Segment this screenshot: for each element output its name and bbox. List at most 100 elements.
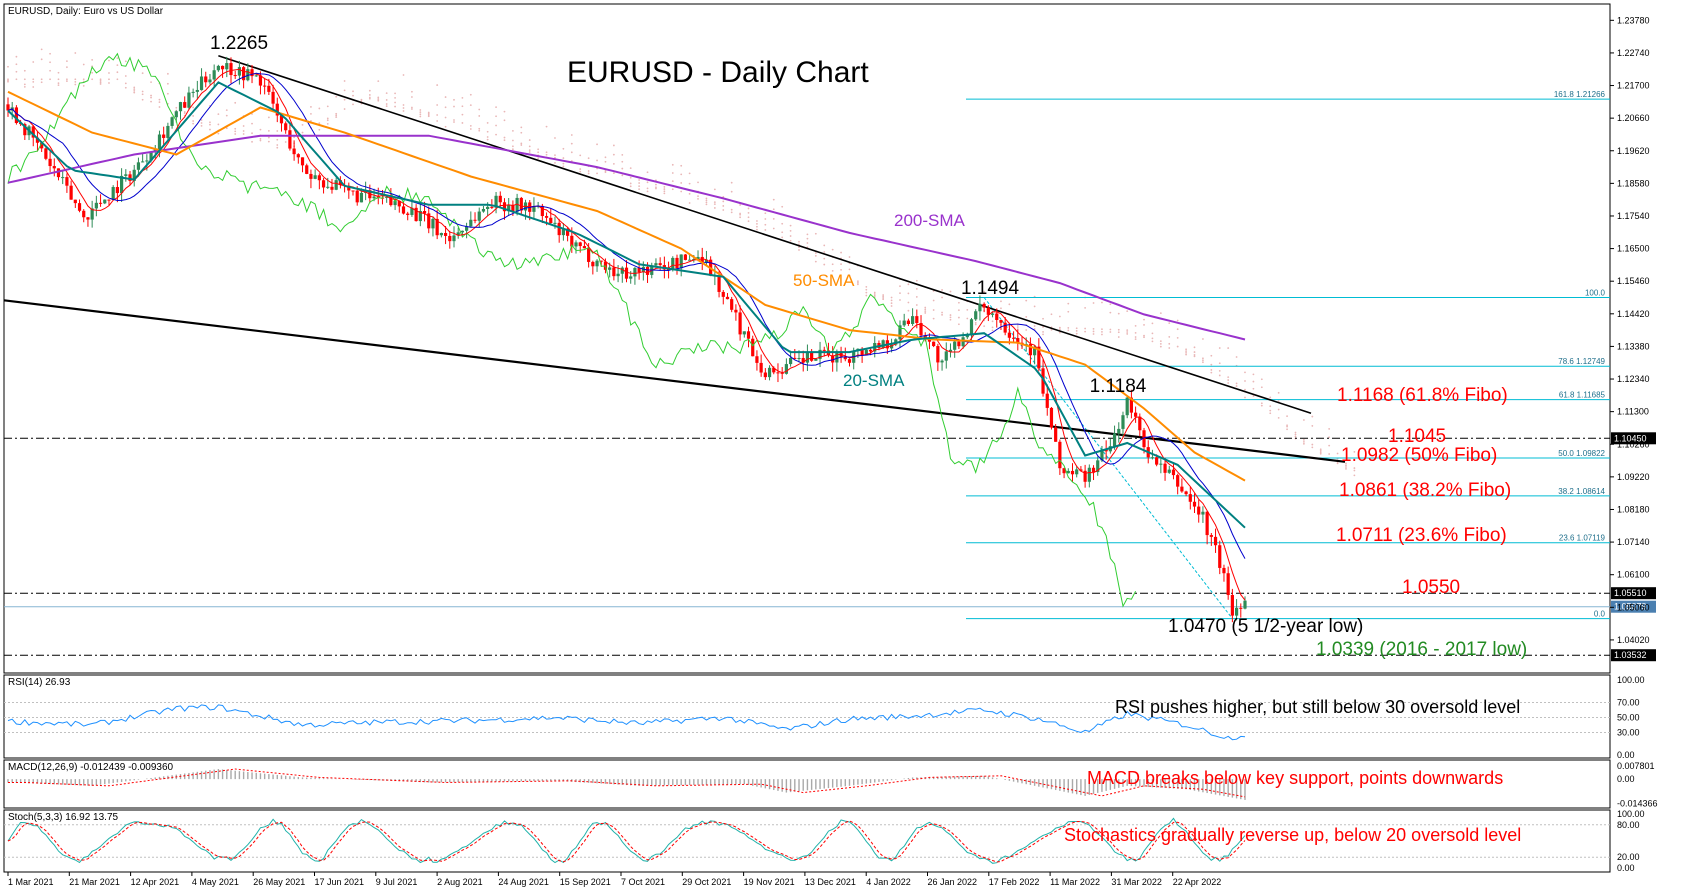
candle-body [111,187,115,200]
candle-body [334,180,338,190]
cloud-dot [974,323,977,326]
stoch-signal-line [7,820,1246,863]
cloud-dot [1025,329,1028,331]
cloud-dot [209,128,211,131]
cloud-dot [1260,402,1263,405]
cloud-dot [528,149,531,152]
candle-body [793,357,797,359]
cloud-dot [655,187,657,190]
candle-body [1180,486,1184,492]
time-tick-label: 15 Sep 2021 [560,877,611,887]
candle-body [65,177,69,186]
candle-body [881,340,885,348]
fibo-236-annotation: 1.0711 (23.6% Fibo) [1336,525,1507,546]
cloud-dot [991,329,994,332]
candle-body [919,323,923,336]
cloud-dot [74,83,77,86]
rsi-line [7,704,1246,741]
cloud-dot [781,205,784,208]
cloud-dot [1260,378,1263,381]
candle-body [780,372,784,374]
cloud-dot [1286,415,1288,418]
rsi-pane-frame [3,674,1611,759]
rsi-tick-label: 30.00 [1617,728,1640,738]
cloud-dot [1134,338,1137,341]
candle-body [414,207,418,222]
cloud-dot [806,237,809,240]
cloud-dot [941,313,943,316]
cloud-dot [310,113,312,115]
price-tick-label: 1.21700 [1617,81,1650,91]
cloud-dot [638,182,641,184]
candle-body [229,63,233,76]
low-label-10470: 1.0470 (5 1/2-year low) [1168,616,1363,637]
macd-pane-frame [3,759,1611,809]
cloud-dot [604,160,607,163]
lower-trendline [3,299,1346,463]
cloud-dot [495,106,497,108]
candle-body [658,263,662,266]
candle-body [389,196,393,206]
cloud-dot [1176,328,1179,331]
candle-body [805,352,810,363]
candle-body [767,367,772,378]
cloud-dot [1277,417,1280,419]
cloud-dot [688,182,691,185]
time-tick-label: 11 Mar 2022 [1050,877,1100,887]
macd-note: MACD breaks below key support, points do… [1087,768,1503,788]
candle-body [86,217,90,220]
cloud-dot [1117,312,1120,315]
cloud-dot [225,127,228,130]
cloud-dot [108,82,110,84]
cloud-dot [234,127,237,130]
cloud-dot [141,90,144,93]
cloud-dot [276,146,279,149]
cloud-dot [511,129,514,132]
candle-body [48,158,52,167]
cloud-dot [1210,354,1213,357]
cloud-dot [478,129,481,132]
candle-body [704,259,709,263]
candle-body [1112,433,1117,447]
cloud-dot [124,75,127,77]
cloud-dot [486,130,489,133]
candle-body [1075,469,1079,475]
cloud-dot [377,99,380,102]
cloud-dot [697,197,699,200]
fibo-382-annotation: 1.0861 (38.2% Fibo) [1339,480,1511,501]
macd-tick-label: 0.007801 [1617,761,1655,771]
cloud-dot [436,114,439,116]
cloud-dot [267,116,270,119]
cloud-dot [848,274,851,277]
cloud-dot [310,106,312,108]
cloud-dot [49,52,51,55]
cloud-dot [756,220,758,222]
cloud-dot [419,115,422,118]
cloud-dot [1286,425,1288,428]
level-lines: 1.10450 1.05510 1.03532 1.05079 [4,432,1656,662]
current-price-tag-text: 1.05079 [1614,602,1647,612]
cloud-dot [730,181,733,184]
candle-body [1037,346,1041,369]
cloud-dot [570,134,573,136]
cloud-dot [966,291,969,294]
cloud-dot [1143,336,1145,339]
cloud-dot [310,119,312,122]
cloud-dot [1244,380,1246,382]
candle-body [242,67,246,81]
cloud-dot [209,123,211,126]
cloud-dot [924,308,927,311]
cloud-dot [1328,428,1331,430]
cloud-dot [453,121,455,123]
cloud-dot [596,159,598,162]
time-tick-label: 4 Jan 2022 [866,877,911,887]
cloud-dot [133,86,136,89]
candle-body [1184,491,1188,495]
cloud-dot [192,106,195,109]
cloud-dot [1067,327,1070,329]
cloud-dot [82,78,85,81]
price-tick-label: 1.06100 [1617,570,1650,580]
cloud-dot [587,172,590,175]
candle-body [725,296,730,300]
